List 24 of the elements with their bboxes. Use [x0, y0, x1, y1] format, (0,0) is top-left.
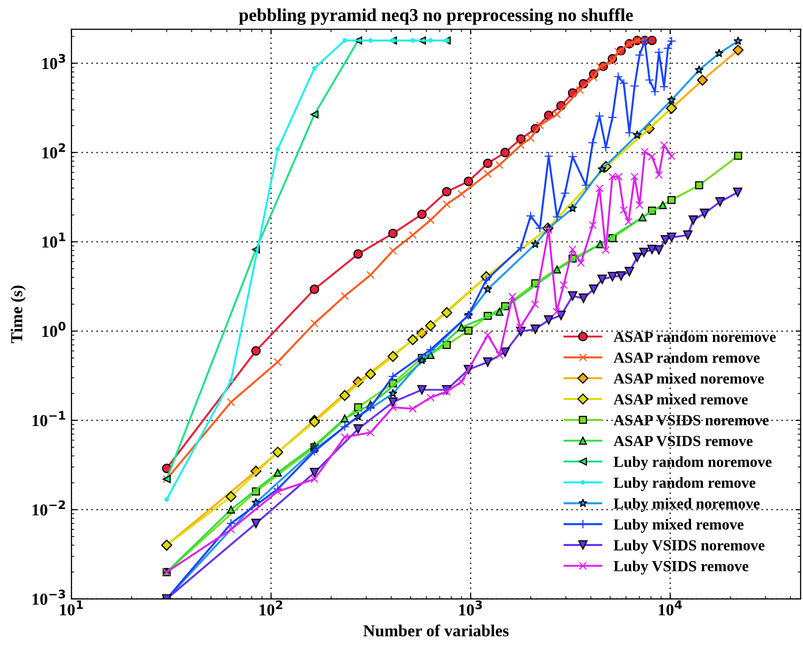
legend-label: Luby mixed noremove [614, 498, 760, 512]
legend-label: Luby VSIDS noremove [614, 540, 764, 554]
x-axis-title: Number of variables [363, 624, 509, 636]
legend-label: Luby VSIDS remove [614, 560, 748, 574]
y-axis-title: Time (s) [10, 286, 26, 344]
x-tick-label: 10$^{4}$ [658, 600, 682, 616]
y-tick-label: 10$^{1}$ [42, 232, 66, 248]
y-tick-label: 10$^{2}$ [42, 143, 66, 158]
legend-label: Luby random remove [614, 477, 756, 492]
x-tick-label: 10$^{3}$ [459, 600, 482, 616]
legend-label: ASAP VSIDS noremove [614, 415, 769, 426]
legend-label: ASAP random remove [614, 352, 760, 363]
chart-title: pebbling pyramid neq3 no preprocessing no shuffle [238, 8, 633, 25]
legend-label: Luby random noremove [614, 456, 772, 470]
legend-label: ASAP VSIDS remove [614, 436, 753, 446]
y-tick-label: 10$^{0}$ [42, 322, 66, 338]
legend-label: Luby mixed remove [614, 518, 744, 533]
y-tick-label: 10$^{−2}$ [32, 500, 65, 516]
legend-label: ASAP mixed remove [614, 394, 748, 405]
legend-label: ASAP random noremove [614, 331, 776, 342]
x-tick-label: 10$^{2}$ [260, 600, 282, 616]
y-tick-label: 10$^{−1}$ [32, 411, 66, 426]
legend-label: ASAP mixed noremove [614, 372, 764, 384]
y-tick-label: 10$^{3}$ [42, 54, 66, 70]
